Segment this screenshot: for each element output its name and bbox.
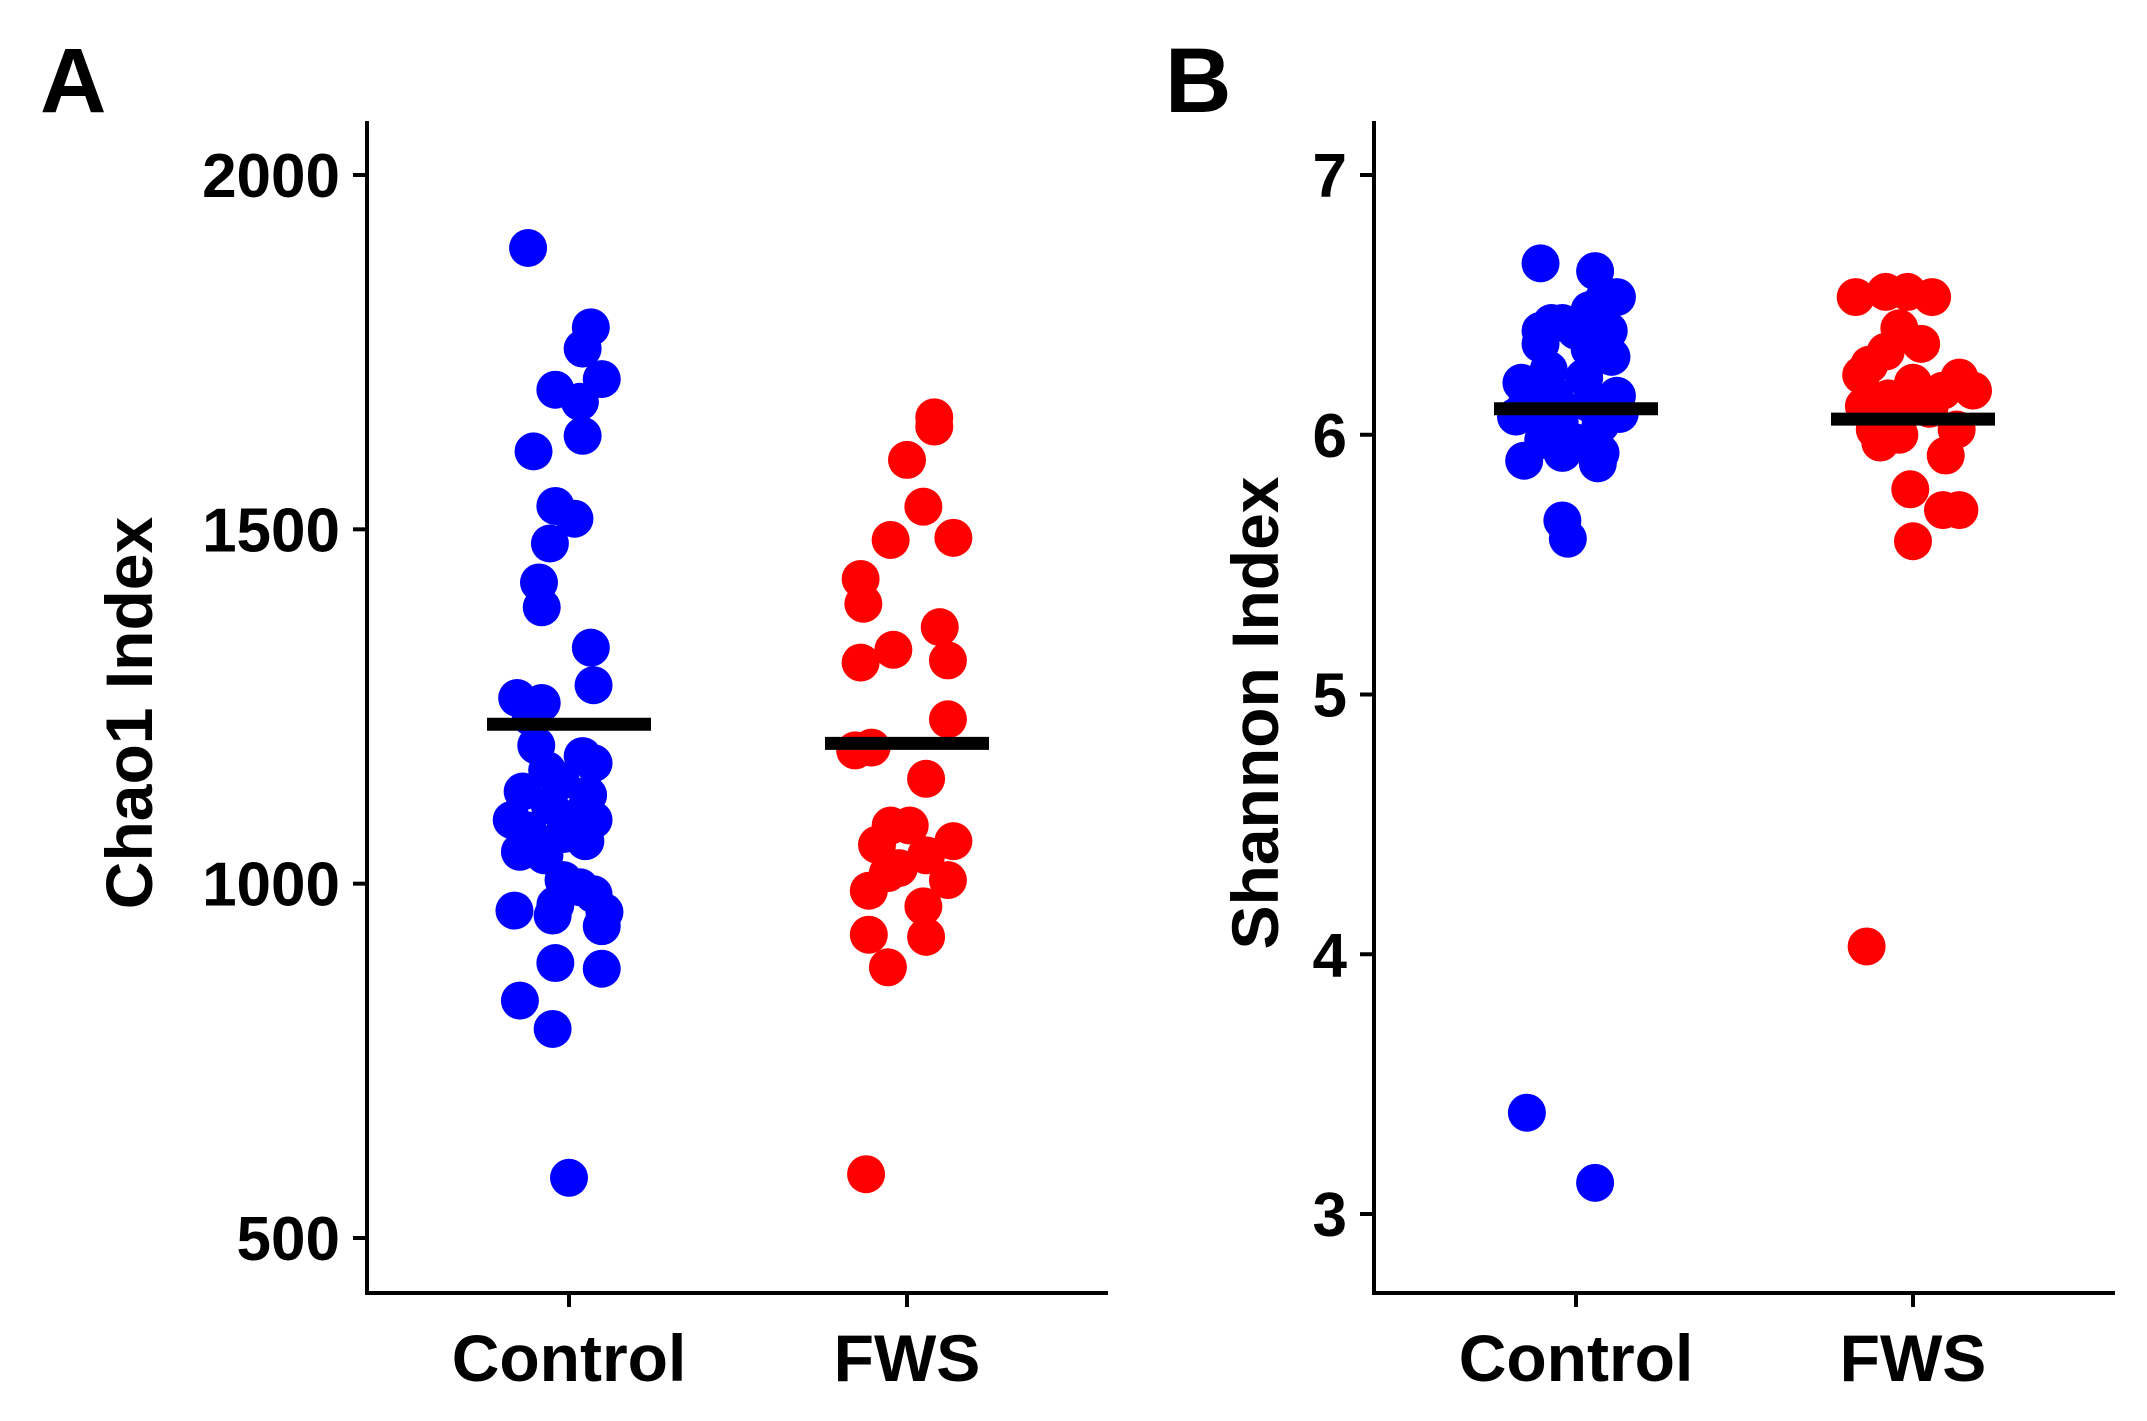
panel-b-point-control (1507, 1093, 1546, 1132)
panel-a-point-fws (904, 887, 943, 926)
panel-b-point-fws (1902, 324, 1941, 363)
panel-a-point-control (582, 907, 621, 946)
panel-a-point-control (495, 891, 534, 930)
panel-a-point-control (560, 382, 599, 421)
panel-b-x-ticks: Control FWS (1459, 1293, 1987, 1395)
panel-a-means (487, 717, 989, 750)
panel-a-point-fws (928, 861, 967, 900)
panel-a-point-fws (868, 948, 907, 987)
panel-a-point-control (574, 666, 613, 705)
panel-b-x-tick-label-fws: FWS (1840, 1321, 1987, 1395)
panel-a-chao1: A Chao1 Index 500 1000 1500 2000 Control FWS (40, 30, 1108, 1395)
panel-b-point-control (1576, 252, 1615, 291)
panel-a-point-fws (874, 630, 913, 669)
panel-b-point-fws (1836, 278, 1875, 317)
panel-b-point-control (1592, 337, 1631, 376)
panel-b-y-ticks: 3 4 5 6 7 (1313, 142, 1374, 1250)
panel-a-point-fws (888, 440, 926, 479)
panel-a-point-fws (841, 643, 880, 682)
panel-a-point-fws (871, 520, 910, 559)
panel-b-point-control (1543, 433, 1582, 472)
panel-b-point-fws (1913, 278, 1952, 317)
panel-a-point-fws (920, 608, 959, 647)
panel-b-letter: B (1165, 30, 1231, 132)
panel-a-point-fws (847, 1155, 886, 1194)
panel-b-y-tick-label: 4 (1313, 921, 1348, 990)
panel-b-x-tick-label-control: Control (1459, 1321, 1694, 1395)
panel-a-point-fws (928, 700, 967, 739)
panel-a-point-control (500, 981, 539, 1020)
panel-b-point-fws (1940, 491, 1979, 530)
panel-a-point-control (533, 1009, 572, 1048)
panel-a-letter: A (40, 30, 106, 132)
panel-a-point-control (563, 416, 602, 455)
panel-b-point-fws (1861, 423, 1900, 462)
panel-a-y-tick-label: 1000 (202, 851, 340, 920)
panel-b-point-fws (1842, 356, 1881, 395)
panel-a-point-fws (849, 871, 888, 910)
panel-b-y-tick-label: 7 (1313, 142, 1347, 211)
panel-a-point-fws (915, 407, 954, 446)
panel-b-point-control (1548, 519, 1587, 558)
panel-a-point-control (530, 786, 569, 825)
panel-a-point-fws (928, 641, 967, 680)
panel-a-point-fws (890, 806, 929, 845)
panel-a-point-fws (904, 487, 943, 526)
panel-a-point-control (571, 628, 610, 667)
panel-b-point-fws (1847, 927, 1886, 966)
panel-a-y-tick-label: 1500 (202, 496, 340, 565)
panel-a-point-control (522, 588, 561, 627)
panel-a-point-fws (907, 917, 946, 956)
panel-b-point-control (1576, 1163, 1615, 1202)
panel-b-y-tick-label: 5 (1313, 662, 1347, 731)
panel-a-point-fws (844, 584, 883, 623)
panel-a-point-control (555, 499, 594, 538)
panel-b-point-fws (1954, 371, 1993, 410)
panel-a-points (492, 228, 973, 1197)
panel-b-y-axis-title: Shannon Index (1218, 476, 1292, 949)
panel-a-y-tick-label: 2000 (202, 142, 340, 211)
panel-b-point-fws (1894, 522, 1932, 561)
panel-a-y-axis-title: Chao1 Index (92, 517, 166, 910)
panel-a-point-control (530, 524, 569, 563)
panel-a-point-control (582, 949, 621, 988)
panel-b-point-control (1505, 441, 1544, 480)
panel-b-point-fws (1891, 470, 1930, 509)
panel-a-y-ticks: 500 1000 1500 2000 (202, 142, 367, 1274)
panel-a-x-tick-label-fws: FWS (834, 1321, 981, 1395)
panel-a-y-tick-label: 500 (237, 1205, 340, 1274)
panel-b-means (1494, 402, 1995, 426)
panel-a-point-control (566, 822, 605, 861)
panel-a-point-control (514, 432, 553, 471)
panel-b-point-control (1578, 444, 1617, 483)
panel-a-point-control (550, 1158, 588, 1197)
panel-a-x-ticks: Control FWS (452, 1293, 981, 1395)
panel-b-y-tick-label: 3 (1313, 1181, 1347, 1250)
panel-b-points (1496, 244, 1993, 1202)
panel-a-point-fws (934, 518, 973, 557)
panel-b-y-tick-label: 6 (1313, 402, 1347, 471)
panel-a-point-control (536, 944, 575, 983)
panel-b-point-fws (1926, 436, 1965, 475)
panel-a-x-tick-label-control: Control (452, 1321, 687, 1395)
panel-a-point-fws (907, 759, 946, 798)
panel-a-point-control (533, 896, 572, 935)
panel-a-point-control (563, 329, 602, 368)
panel-a-point-fws (849, 915, 888, 954)
panel-a-point-control (509, 228, 548, 267)
panel-a-point-control (574, 744, 613, 783)
panel-b-point-control (1521, 244, 1560, 283)
panel-b-shannon: B Shannon Index 3 4 5 6 7 Control FWS (1165, 30, 2115, 1395)
